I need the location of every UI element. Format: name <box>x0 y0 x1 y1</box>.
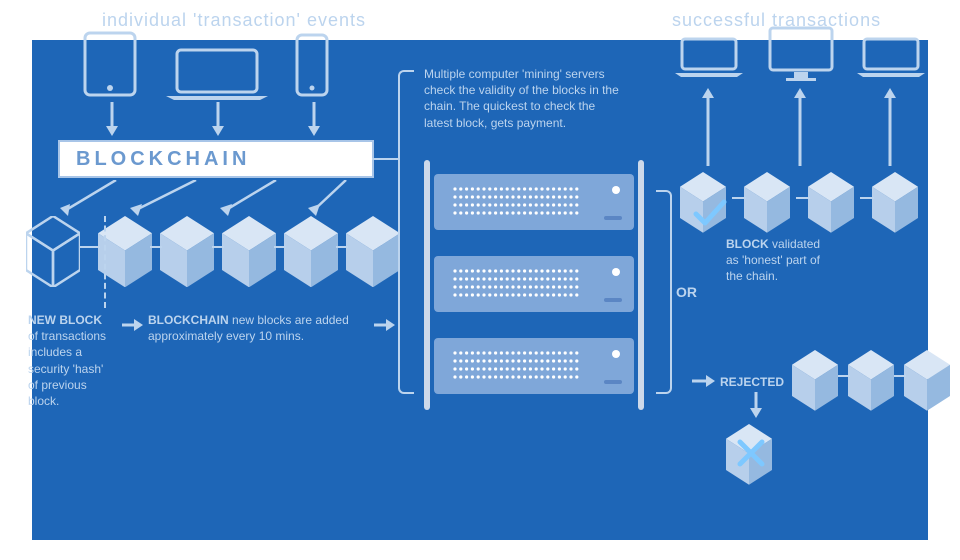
block-cube-icon <box>160 216 214 287</box>
bracket-right <box>656 190 672 394</box>
chain-link <box>274 246 286 248</box>
arrow-down-icon <box>210 102 226 143</box>
block-cube-icon <box>744 172 790 233</box>
heading-left: individual 'transaction' events <box>102 10 366 31</box>
text-validated: BLOCK validated as 'honest' part of the … <box>726 236 836 285</box>
chain-link <box>860 197 874 199</box>
block-cube-icon <box>284 216 338 287</box>
arrow-right-icon <box>692 374 716 393</box>
chain-link <box>838 375 850 377</box>
server-icon <box>434 338 634 394</box>
monitor-icon <box>766 24 836 89</box>
block-cube-icon <box>222 216 276 287</box>
block-cube-icon <box>808 172 854 233</box>
laptop-icon <box>672 36 746 85</box>
block-wireframe-icon <box>26 216 80 287</box>
connector-line <box>372 158 398 160</box>
arrow-down-icon <box>748 392 764 425</box>
or-label: OR <box>676 284 697 300</box>
block-cube-icon <box>848 350 894 411</box>
arrow-up-icon <box>882 86 898 171</box>
text-mining: Multiple computer 'mining' servers check… <box>424 66 624 131</box>
block-cube-icon <box>872 172 918 233</box>
block-cube-icon <box>346 216 400 287</box>
server-icon <box>434 174 634 230</box>
arrow-right-icon <box>122 318 144 337</box>
bracket-left <box>398 70 414 394</box>
tablet-icon <box>82 30 138 103</box>
arrow-right-icon <box>374 318 396 337</box>
chain-link <box>336 246 348 248</box>
chain-link <box>150 246 162 248</box>
blockchain-bar: BLOCKCHAIN <box>58 140 374 178</box>
server-rail-left <box>424 160 430 410</box>
chain-link <box>212 246 224 248</box>
block-cube-icon <box>792 350 838 411</box>
diagram-background: individual 'transaction' events successf… <box>32 40 928 540</box>
text-added: BLOCKCHAIN new blocks are added approxim… <box>148 312 368 344</box>
arrow-down-icon <box>306 102 322 143</box>
x-icon <box>736 438 766 473</box>
chain-link <box>732 197 746 199</box>
chain-link <box>796 197 810 199</box>
text-rejected: REJECTED <box>720 374 784 390</box>
block-cube-icon <box>904 350 950 411</box>
check-icon <box>692 196 728 237</box>
chain-link <box>894 375 906 377</box>
laptop-icon <box>162 46 272 109</box>
arrow-up-icon <box>792 86 808 171</box>
text-newblock: NEW BLOCK of transactions includes a sec… <box>28 312 114 409</box>
block-cube-icon <box>98 216 152 287</box>
phone-icon <box>294 32 330 103</box>
chain-link <box>80 246 98 248</box>
server-icon <box>434 256 634 312</box>
arrow-down-icon <box>104 102 120 143</box>
server-rail-right <box>638 160 644 410</box>
arrow-up-icon <box>700 86 716 171</box>
blockchain-label: BLOCKCHAIN <box>76 148 250 171</box>
dashed-divider <box>104 216 106 308</box>
laptop-icon <box>854 36 928 85</box>
